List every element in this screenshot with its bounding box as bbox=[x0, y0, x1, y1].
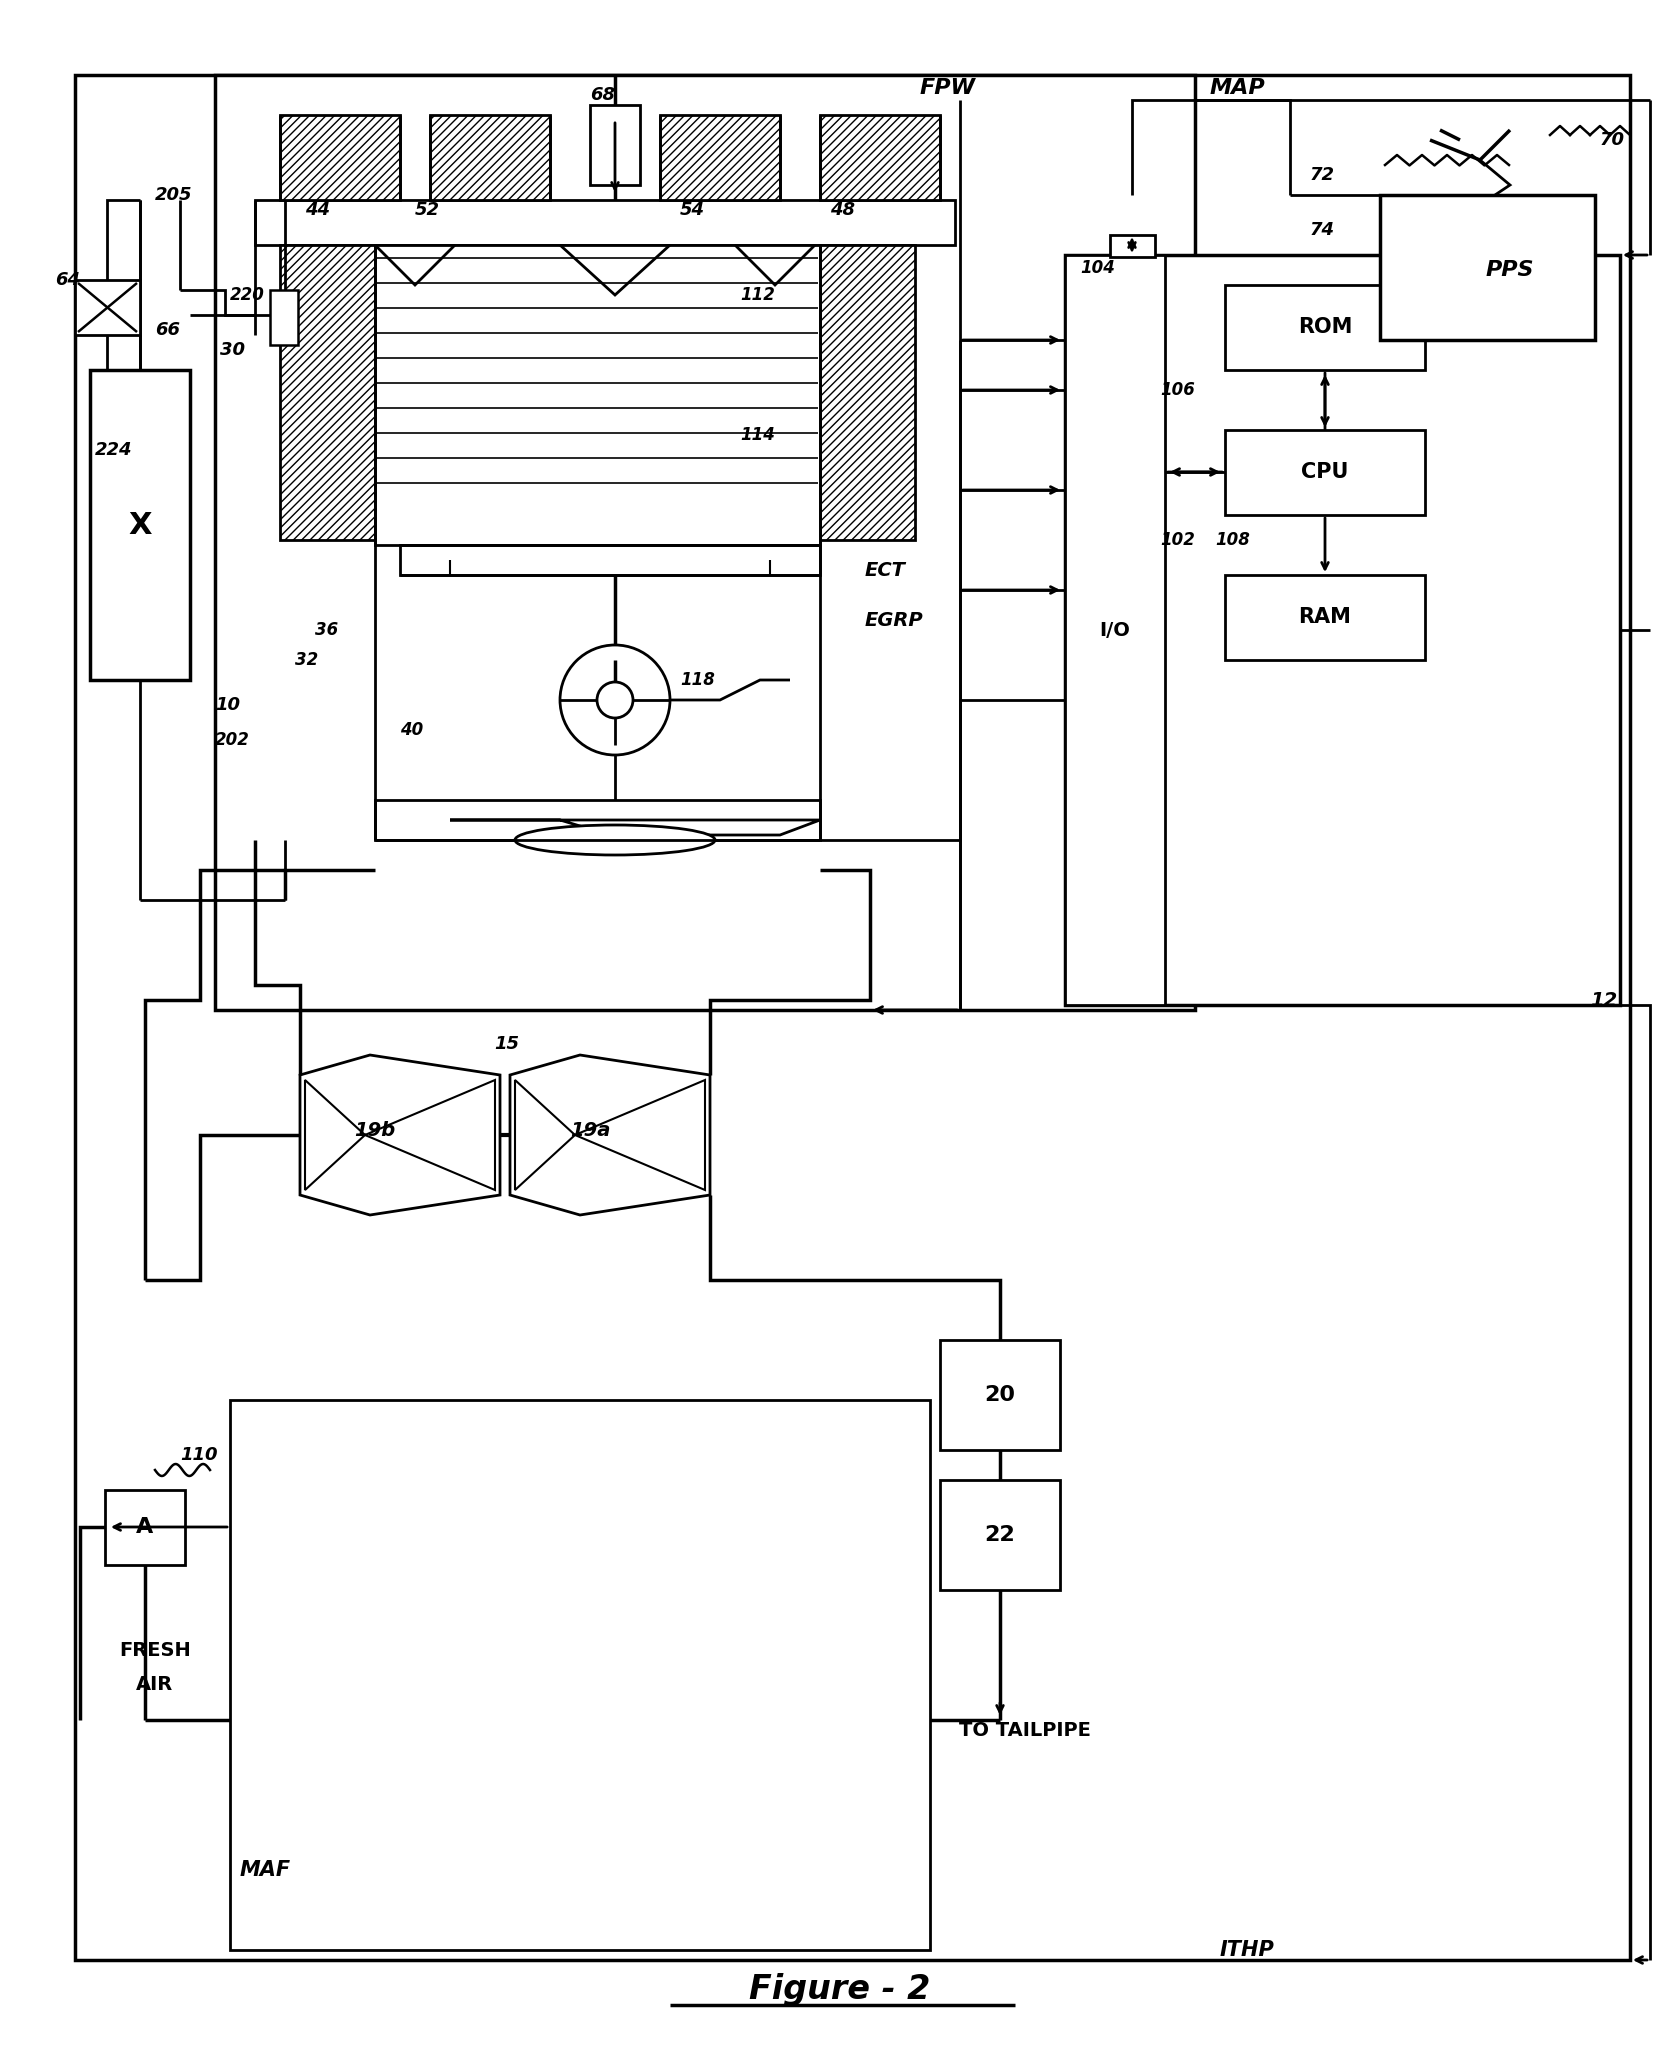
Text: 68: 68 bbox=[590, 87, 615, 103]
Text: 118: 118 bbox=[680, 671, 716, 689]
Text: TO TAILPIPE: TO TAILPIPE bbox=[959, 1721, 1090, 1740]
Text: 66: 66 bbox=[155, 322, 180, 338]
Text: 48: 48 bbox=[830, 200, 855, 219]
Text: 102: 102 bbox=[1159, 530, 1194, 549]
Text: 12: 12 bbox=[1589, 991, 1618, 1009]
Bar bbox=[1225, 429, 1425, 516]
Circle shape bbox=[596, 681, 633, 718]
Bar bbox=[375, 801, 820, 840]
Text: ITHP: ITHP bbox=[1220, 1940, 1275, 1961]
Text: CPU: CPU bbox=[1302, 462, 1349, 483]
Text: 64: 64 bbox=[55, 270, 81, 289]
Text: 22: 22 bbox=[984, 1525, 1015, 1546]
Circle shape bbox=[559, 644, 670, 755]
Text: 52: 52 bbox=[415, 200, 440, 219]
Polygon shape bbox=[301, 1055, 501, 1216]
Bar bbox=[660, 116, 780, 200]
Text: 106: 106 bbox=[1159, 382, 1194, 398]
Polygon shape bbox=[511, 1055, 711, 1216]
Text: 15: 15 bbox=[494, 1034, 519, 1053]
Polygon shape bbox=[400, 545, 820, 576]
Text: MAF: MAF bbox=[240, 1860, 291, 1880]
Bar bbox=[941, 1480, 1060, 1589]
Polygon shape bbox=[306, 1079, 365, 1191]
Bar bbox=[76, 281, 139, 334]
Bar bbox=[230, 1399, 931, 1950]
Text: 114: 114 bbox=[739, 425, 774, 444]
Text: RAM: RAM bbox=[1299, 607, 1351, 627]
Text: 40: 40 bbox=[400, 720, 423, 739]
Text: A: A bbox=[136, 1517, 153, 1538]
Polygon shape bbox=[450, 819, 820, 836]
Polygon shape bbox=[575, 1079, 706, 1191]
Text: 202: 202 bbox=[215, 731, 250, 749]
Text: 205: 205 bbox=[155, 186, 193, 204]
Text: 20: 20 bbox=[984, 1385, 1015, 1406]
Bar bbox=[1065, 256, 1620, 1005]
Bar bbox=[1225, 285, 1425, 369]
Text: ECT: ECT bbox=[865, 561, 906, 580]
Bar bbox=[281, 116, 400, 200]
Bar bbox=[1225, 576, 1425, 660]
Bar bbox=[375, 246, 820, 545]
Text: 108: 108 bbox=[1215, 530, 1250, 549]
Text: FRESH: FRESH bbox=[119, 1641, 192, 1659]
Text: 224: 224 bbox=[96, 442, 133, 458]
Text: 36: 36 bbox=[316, 621, 338, 640]
Bar bbox=[820, 246, 916, 541]
Text: 32: 32 bbox=[296, 650, 318, 669]
Polygon shape bbox=[516, 1079, 575, 1191]
Text: X: X bbox=[128, 510, 151, 539]
Bar bbox=[91, 369, 190, 679]
Text: 104: 104 bbox=[1080, 258, 1116, 277]
Bar bbox=[430, 116, 549, 200]
Text: EGRP: EGRP bbox=[865, 611, 924, 630]
Text: FPW: FPW bbox=[921, 78, 976, 97]
Ellipse shape bbox=[516, 826, 716, 854]
Text: 110: 110 bbox=[180, 1447, 217, 1463]
Text: Figure - 2: Figure - 2 bbox=[749, 1973, 931, 2006]
Text: 44: 44 bbox=[306, 200, 329, 219]
Text: ROM: ROM bbox=[1299, 318, 1352, 336]
Text: 30: 30 bbox=[220, 341, 245, 359]
Bar bbox=[1379, 194, 1594, 341]
Bar bbox=[281, 246, 375, 541]
Text: 54: 54 bbox=[680, 200, 706, 219]
Bar bbox=[1110, 235, 1156, 258]
Text: 19b: 19b bbox=[354, 1121, 395, 1139]
Text: 10: 10 bbox=[215, 696, 240, 714]
Text: 220: 220 bbox=[230, 287, 265, 303]
Bar bbox=[270, 291, 297, 345]
Bar bbox=[590, 105, 640, 186]
Text: 19a: 19a bbox=[570, 1121, 610, 1139]
Text: PPS: PPS bbox=[1485, 260, 1534, 281]
Bar bbox=[215, 74, 1194, 1009]
Text: 112: 112 bbox=[739, 287, 774, 303]
Text: 74: 74 bbox=[1310, 221, 1336, 239]
Bar bbox=[941, 1340, 1060, 1451]
Bar bbox=[104, 1490, 185, 1565]
Text: 72: 72 bbox=[1310, 165, 1336, 184]
Text: MAP: MAP bbox=[1210, 78, 1265, 97]
Bar bbox=[1065, 256, 1164, 1005]
Text: I/O: I/O bbox=[1100, 621, 1131, 640]
Bar bbox=[255, 200, 954, 246]
Polygon shape bbox=[365, 1079, 496, 1191]
Text: 70: 70 bbox=[1599, 130, 1625, 149]
Bar bbox=[820, 116, 941, 200]
Text: AIR: AIR bbox=[136, 1676, 173, 1695]
